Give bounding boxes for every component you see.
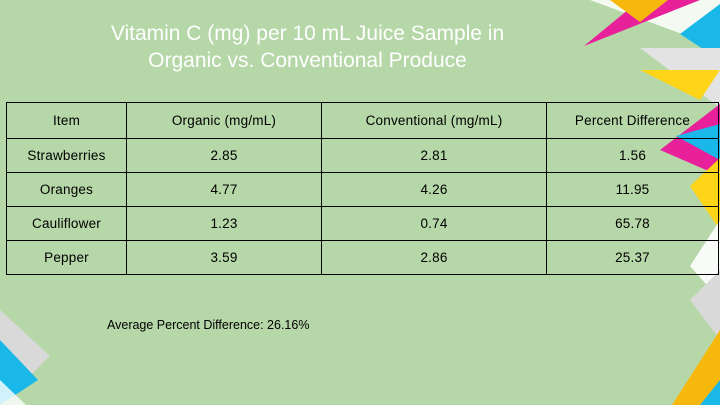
triangle-magenta-top: [584, 0, 700, 46]
triangle-cyan-top: [680, 4, 720, 60]
column-header-organic: Organic (mg/mL): [126, 102, 322, 139]
column-header-percent-difference: Percent Difference: [546, 102, 719, 139]
vitamin-c-table: Item Organic (mg/mL) Conventional (mg/mL…: [6, 102, 719, 275]
triangle-cyan-bottom: [700, 380, 720, 405]
table-cell-conventional: 0.74: [321, 206, 547, 241]
triangle-gray-right: [690, 270, 720, 340]
table-cell-organic: 1.23: [126, 206, 322, 241]
table-row: Oranges 4.77 4.26 11.95: [6, 172, 719, 207]
table-cell-conventional: 4.26: [321, 172, 547, 207]
triangle-cyan-bottom-left: [0, 340, 38, 405]
table-cell-conventional: 2.81: [321, 138, 547, 173]
table-cell-organic: 4.77: [126, 172, 322, 207]
table-cell-percent-difference: 11.95: [546, 172, 719, 207]
table-cell-percent-difference: 25.37: [546, 240, 719, 275]
table-cell-percent-difference: 65.78: [546, 206, 719, 241]
triangle-gold-bottom: [672, 330, 720, 405]
table-cell-item: Oranges: [6, 172, 127, 207]
triangle-yellow-mid: [640, 70, 720, 100]
table-row: Cauliflower 1.23 0.74 65.78: [6, 206, 719, 241]
table-row: Pepper 3.59 2.86 25.37: [6, 240, 719, 275]
column-header-conventional: Conventional (mg/mL): [321, 102, 547, 139]
table-cell-percent-difference: 1.56: [546, 138, 719, 173]
table-cell-item: Pepper: [6, 240, 127, 275]
table-cell-organic: 3.59: [126, 240, 322, 275]
slide-title: Vitamin C (mg) per 10 mL Juice Sample in…: [70, 20, 545, 74]
table-cell-item: Cauliflower: [6, 206, 127, 241]
average-percent-difference: Average Percent Difference: 26.16%: [107, 318, 310, 332]
slide-title-line-2: Organic vs. Conventional Produce: [148, 49, 467, 72]
table-header-row: Item Organic (mg/mL) Conventional (mg/mL…: [6, 102, 719, 139]
table-cell-organic: 2.85: [126, 138, 322, 173]
table-cell-conventional: 2.86: [321, 240, 547, 275]
column-header-item: Item: [6, 102, 127, 139]
table-cell-item: Strawberries: [6, 138, 127, 173]
slide-title-line-1: Vitamin C (mg) per 10 mL Juice Sample in: [110, 22, 505, 45]
triangle-gold-top: [610, 0, 668, 22]
table-row: Strawberries 2.85 2.81 1.56: [6, 138, 719, 173]
triangle-white-bottom-left: [0, 380, 26, 405]
